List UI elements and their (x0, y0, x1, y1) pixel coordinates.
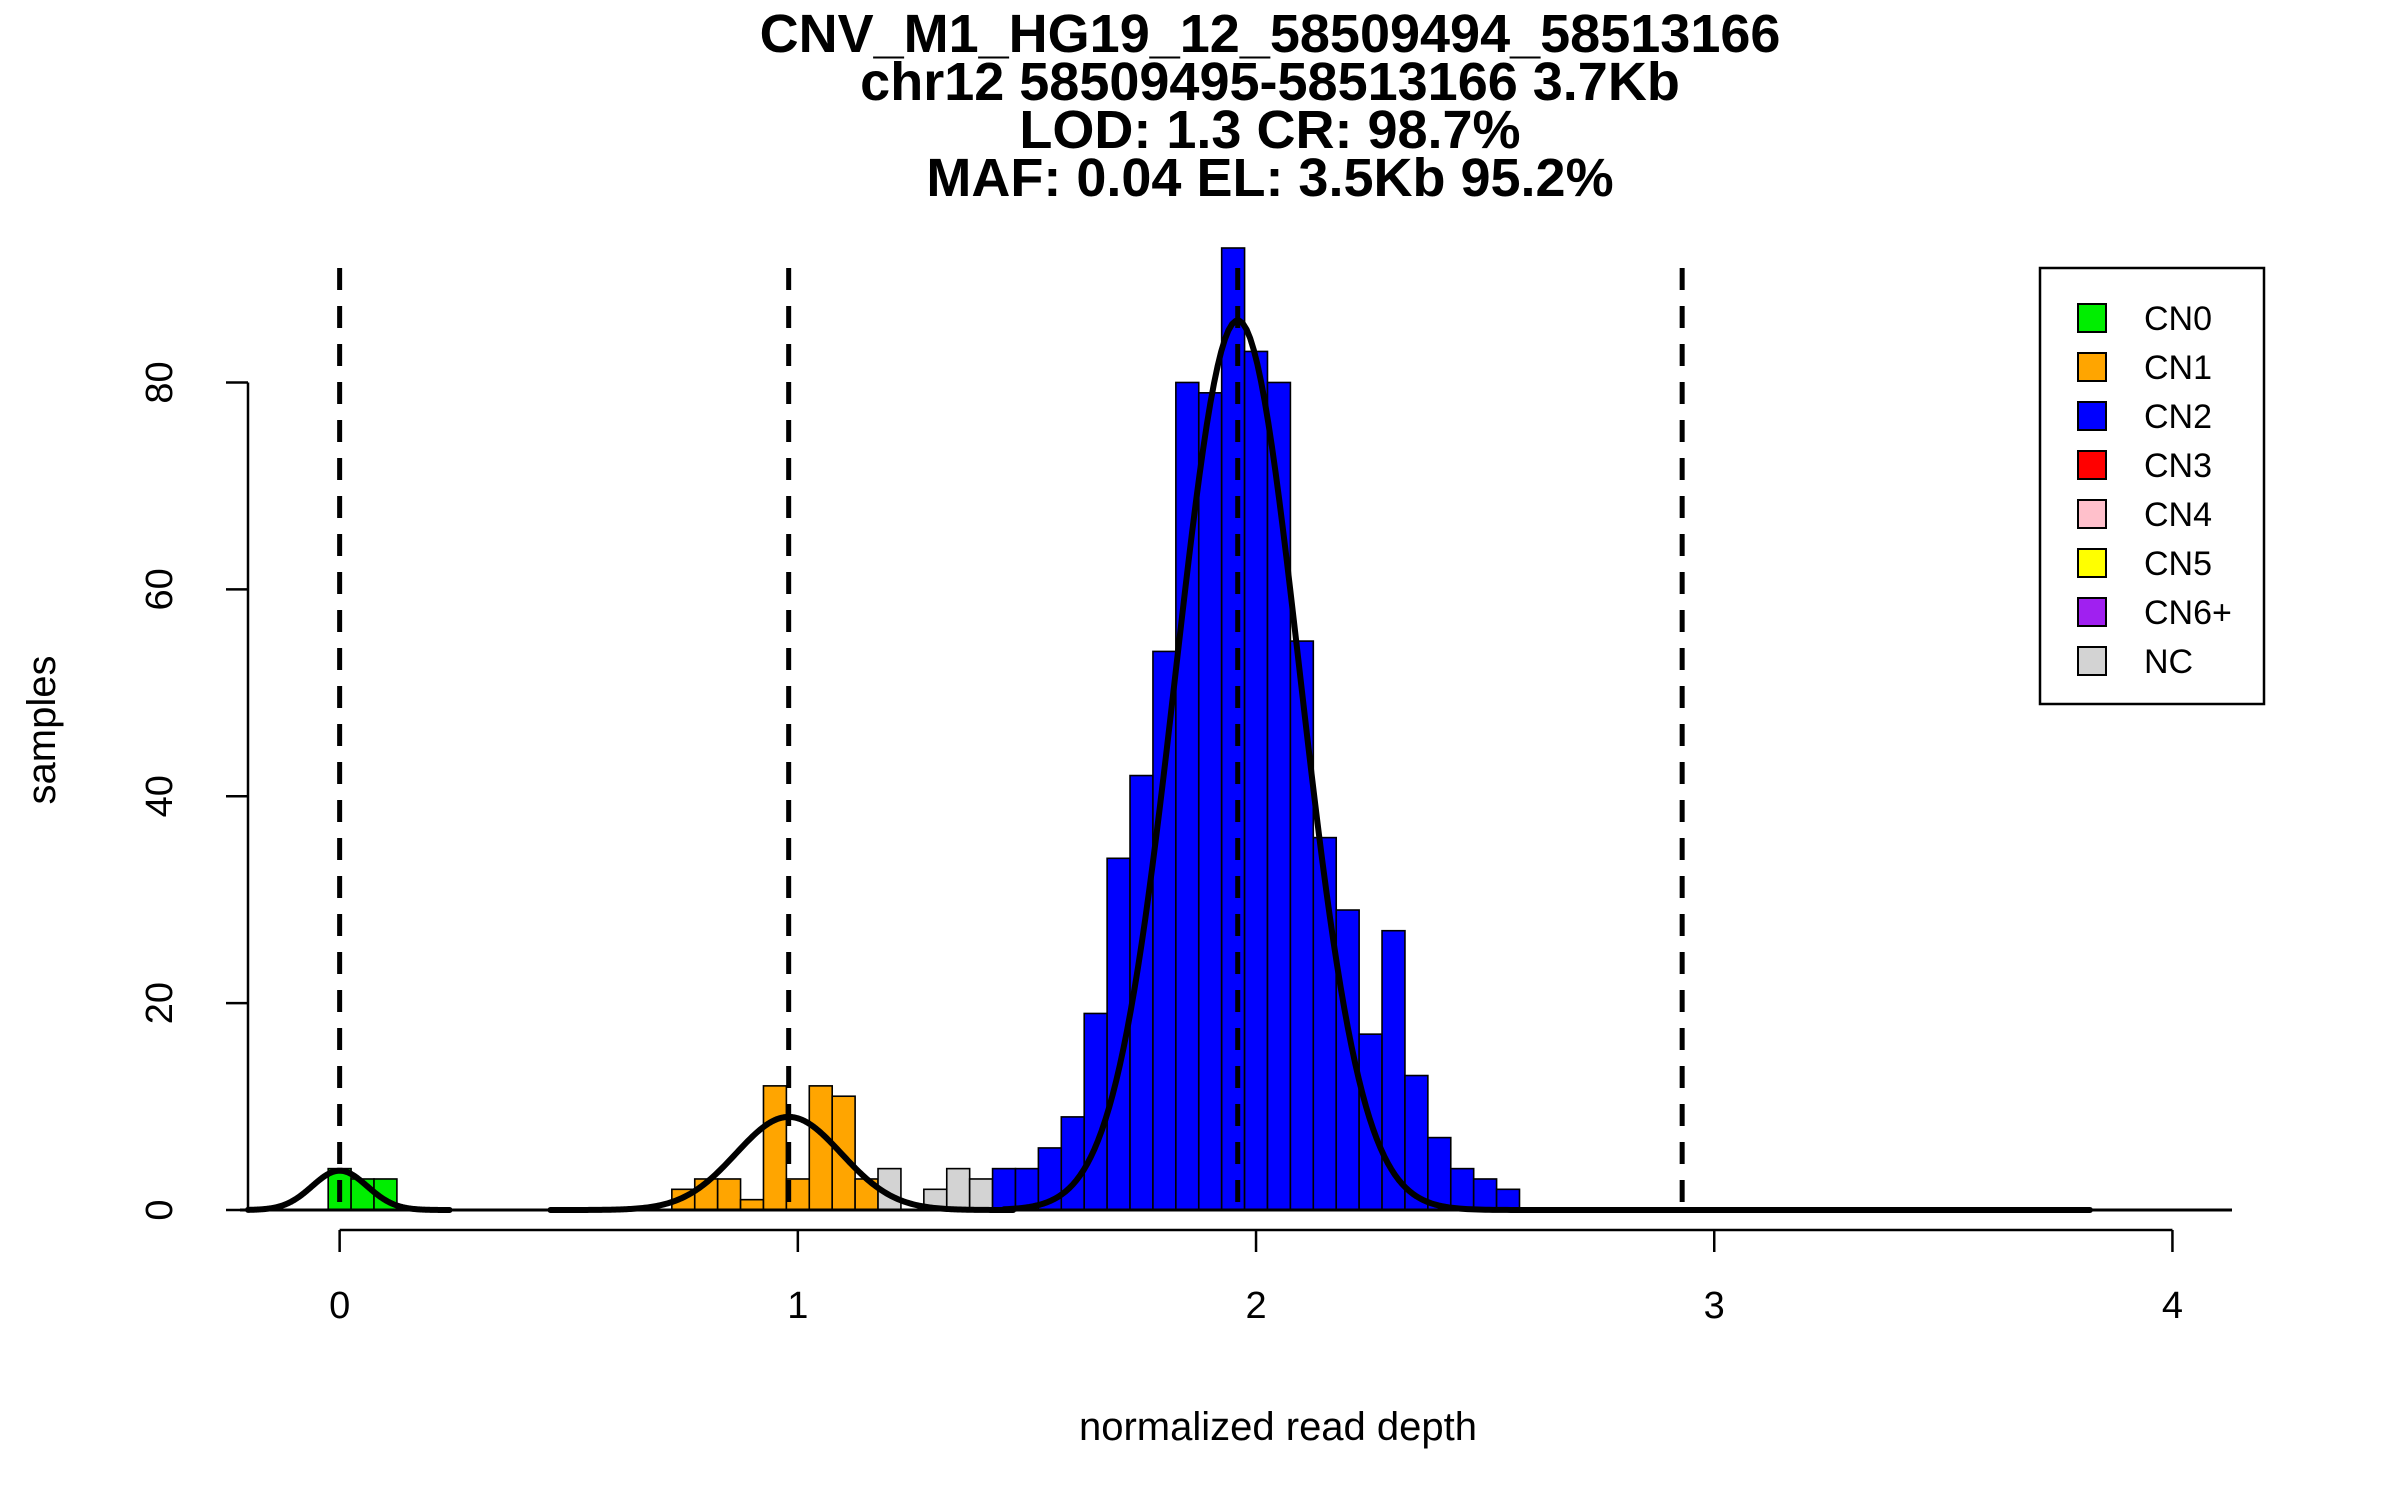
legend-swatch-cn2 (2077, 401, 2107, 431)
x-tick-label: 1 (787, 1285, 808, 1327)
histogram-bar (945, 1167, 971, 1211)
legend-swatch-cn4 (2077, 499, 2107, 529)
x-tick-label: 3 (1704, 1285, 1725, 1327)
histogram-bar (1197, 392, 1223, 1211)
histogram-bar (1289, 640, 1315, 1211)
histogram-bar (1060, 1116, 1086, 1211)
legend-swatch-cn3 (2077, 450, 2107, 480)
histogram-bar (1220, 247, 1246, 1211)
x-tick-label: 2 (1245, 1285, 1266, 1327)
histogram-bar (1243, 350, 1269, 1211)
legend-label: CN5 (2144, 545, 2212, 583)
histogram-bars (327, 247, 1521, 1211)
y-axis-label: samples (20, 656, 64, 805)
histogram-bar (1427, 1136, 1452, 1211)
legend-label: CN3 (2144, 447, 2212, 485)
histogram-bar (1083, 1012, 1108, 1211)
legend-label: CN6+ (2144, 594, 2232, 632)
x-tick-label: 4 (2162, 1285, 2183, 1327)
histogram-bar (968, 1178, 994, 1211)
legend-swatch-cn1 (2077, 352, 2107, 382)
legend-label: CN2 (2144, 398, 2212, 436)
y-tick-label: 80 (139, 361, 181, 403)
legend-box (2038, 266, 2266, 706)
histogram-bar (1472, 1178, 1498, 1211)
legend-label: CN0 (2144, 300, 2212, 338)
histogram-bar (716, 1178, 742, 1211)
legend-swatch-nc (2077, 646, 2107, 676)
copy-number-dashed-lines (337, 268, 1685, 1210)
y-tick-label: 60 (139, 568, 181, 610)
histogram-bar (1449, 1167, 1475, 1211)
legend-label: NC (2144, 643, 2193, 681)
histogram-bar (991, 1167, 1017, 1211)
histogram-bar (1152, 650, 1177, 1211)
histogram-bar (762, 1085, 788, 1211)
y-tick-label: 40 (139, 775, 181, 817)
y-tick-label: 20 (139, 982, 181, 1024)
histogram-bar (739, 1198, 765, 1211)
title-line-4: MAF: 0.04 EL: 3.5Kb 95.2% (926, 148, 1613, 208)
x-axis-label: normalized read depth (1079, 1405, 1477, 1449)
histogram-bar (808, 1085, 833, 1211)
x-tick-label: 0 (329, 1285, 350, 1327)
title-line-1: CNV_M1_HG19_12_58509494_58513166 (760, 4, 1781, 64)
legend-swatch-cn0 (2077, 303, 2107, 333)
y-tick-label: 0 (139, 1199, 181, 1220)
legend: CN0 CN1 CN2 CN3 CN4 CN5 CN6+ NC (2038, 266, 2266, 706)
legend-label: CN1 (2144, 349, 2212, 387)
legend-label: CN4 (2144, 496, 2212, 534)
legend-swatch-cn5 (2077, 548, 2107, 578)
title-line-2: chr12 58509495-58513166 3.7Kb (860, 52, 1680, 112)
title-line-3: LOD: 1.3 CR: 98.7% (1019, 100, 1520, 160)
legend-swatch-cn6plus (2077, 597, 2107, 627)
